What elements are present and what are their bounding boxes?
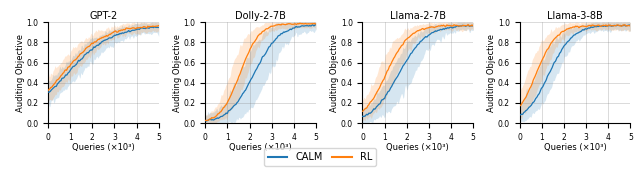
X-axis label: Queries (×10³): Queries (×10³) xyxy=(229,143,292,152)
Legend: CALM, RL: CALM, RL xyxy=(264,148,376,166)
Title: Llama-2-7B: Llama-2-7B xyxy=(390,11,446,21)
Title: Dolly-2-7B: Dolly-2-7B xyxy=(235,11,286,21)
X-axis label: Queries (×10³): Queries (×10³) xyxy=(543,143,607,152)
Y-axis label: Auditing Objective: Auditing Objective xyxy=(488,34,497,112)
Title: GPT-2: GPT-2 xyxy=(89,11,118,21)
Y-axis label: Auditing Objective: Auditing Objective xyxy=(16,34,25,112)
Y-axis label: Auditing Objective: Auditing Objective xyxy=(173,34,182,112)
X-axis label: Queries (×10³): Queries (×10³) xyxy=(72,143,135,152)
Title: Llama-3-8B: Llama-3-8B xyxy=(547,11,603,21)
Y-axis label: Auditing Objective: Auditing Objective xyxy=(330,34,339,112)
X-axis label: Queries (×10³): Queries (×10³) xyxy=(387,143,449,152)
